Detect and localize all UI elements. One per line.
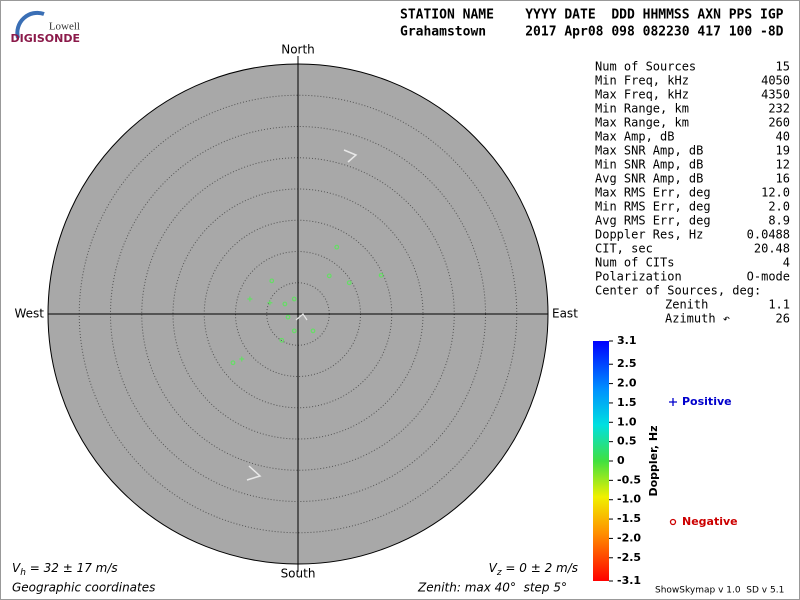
colorbar-tick-label: 2.0 bbox=[617, 377, 637, 390]
plot: North South West East bbox=[14, 43, 578, 581]
center-label: Azimuth ↶ bbox=[665, 312, 730, 326]
vz: Vz = 0 ± 2 m/s bbox=[489, 561, 578, 578]
stat-value: 4350 bbox=[761, 88, 790, 102]
stat-value: 260 bbox=[768, 116, 790, 130]
legend-marker bbox=[669, 398, 677, 406]
source-negative bbox=[310, 328, 316, 334]
center-value: 1.1 bbox=[768, 298, 790, 312]
stat-value: 232 bbox=[768, 102, 790, 116]
stat-label: Max Amp, dB bbox=[595, 130, 674, 144]
stat-value: 4050 bbox=[761, 74, 790, 88]
velocity-arrow bbox=[343, 149, 358, 163]
stat-value: 12.0 bbox=[761, 186, 790, 200]
stat-value: 4 bbox=[783, 256, 790, 270]
legend: Positive Negative bbox=[669, 395, 738, 528]
logo-top: Lowell bbox=[49, 21, 80, 33]
source-negative bbox=[269, 278, 275, 284]
center-title: Center of Sources, deg: bbox=[595, 284, 761, 298]
velocity-arrow bbox=[295, 313, 308, 321]
zenith-note: Zenith: max 40° step 5° bbox=[417, 581, 567, 595]
vz-subscript: z bbox=[496, 568, 502, 578]
dir-west: West bbox=[14, 307, 44, 321]
source-positive bbox=[247, 296, 253, 302]
stat-value: 0.0488 bbox=[747, 228, 790, 242]
dir-south: South bbox=[281, 567, 316, 581]
header-labels: STATION NAME YYYY DATE DDD HHMMSS AXN PP… bbox=[400, 8, 784, 23]
legend-marker bbox=[669, 518, 677, 526]
stat-value: 8.9 bbox=[768, 214, 790, 228]
colorbar-tick-label: -2.5 bbox=[617, 551, 641, 564]
stat-label: Num of CITs bbox=[595, 256, 674, 270]
stat-label: Min SNR Amp, dB bbox=[595, 158, 703, 172]
colorbar-tick-label: -2.0 bbox=[617, 531, 641, 544]
colorbar-tick-label: -0.5 bbox=[617, 473, 641, 486]
colorbar-tick-label: -1.0 bbox=[617, 493, 641, 506]
legend-label: Positive bbox=[682, 395, 732, 408]
stat-value: 40 bbox=[776, 130, 790, 144]
source-negative bbox=[279, 337, 285, 343]
source-positive bbox=[239, 356, 245, 362]
source-negative bbox=[291, 296, 297, 302]
stat-label: Max RMS Err, deg bbox=[595, 186, 711, 200]
vz-symbol: V bbox=[489, 561, 498, 575]
stats: Num of Sources 15 Min Freq, kHz 4050 Max Fre… bbox=[595, 60, 790, 326]
colorbar-tick-label: -1.5 bbox=[617, 512, 641, 525]
source-negative bbox=[230, 360, 236, 366]
source-negative bbox=[378, 272, 384, 278]
source-negative bbox=[291, 328, 297, 334]
stat-value: 20.48 bbox=[754, 242, 790, 256]
stat-label: CIT, sec bbox=[595, 242, 653, 256]
center-label: Zenith bbox=[665, 298, 708, 312]
source-positive bbox=[267, 300, 273, 306]
coordinates: Geographic coordinates bbox=[12, 581, 155, 595]
stat-value: 16 bbox=[776, 172, 790, 186]
stat-value: 15 bbox=[776, 60, 790, 74]
source-negative bbox=[326, 273, 332, 279]
velocity-arrow bbox=[246, 465, 262, 481]
source-negative bbox=[334, 244, 340, 250]
legend-label: Negative bbox=[682, 515, 738, 528]
stat-value: 2.0 bbox=[768, 200, 790, 214]
source-negative bbox=[346, 280, 352, 286]
stat-label: Max SNR Amp, dB bbox=[595, 144, 703, 158]
source-negative bbox=[282, 301, 288, 307]
stat-label: Min Range, km bbox=[595, 102, 689, 116]
vh: Vh = 32 ± 17 m/s bbox=[12, 561, 118, 578]
colorbar-tick-label: 0.5 bbox=[617, 435, 637, 448]
stat-value: 12 bbox=[776, 158, 790, 172]
source-negative bbox=[285, 314, 291, 320]
center-value: 26 bbox=[776, 312, 790, 326]
stat-label: Min Freq, kHz bbox=[595, 74, 689, 88]
logo-bottom: DIGISONDE bbox=[11, 32, 80, 45]
colorbar-tick-label: 0 bbox=[617, 454, 625, 467]
colorbar-tick-label: 2.5 bbox=[617, 357, 637, 370]
colorbar-tick-label: 1.5 bbox=[617, 396, 637, 409]
stat-label: Max Freq, kHz bbox=[595, 88, 689, 102]
colorbar-axis: 3.1 2.5 2.0 1.5 1.0 0.5 0 -0.5 -1.0 -1.5 -2.0 -2.5 -… bbox=[609, 334, 641, 587]
stat-label: Avg SNR Amp, dB bbox=[595, 172, 703, 186]
colorbar bbox=[593, 341, 609, 581]
dir-east: East bbox=[552, 307, 578, 321]
stat-label: Avg RMS Err, deg bbox=[595, 214, 711, 228]
dir-north: North bbox=[281, 43, 315, 57]
logo-swoosh bbox=[15, 10, 45, 39]
vz-text: = 0 ± 2 m/s bbox=[502, 561, 578, 575]
colorbar-tick-label: -3.1 bbox=[617, 574, 641, 587]
stat-value: O-mode bbox=[747, 270, 790, 284]
stat-label: Num of Sources bbox=[595, 60, 696, 74]
colorbar-label: Doppler, Hz bbox=[647, 425, 660, 496]
stat-label: Polarization bbox=[595, 270, 682, 284]
vh-subscript: h bbox=[20, 568, 26, 578]
version: ShowSkymap v 1.0 SD v 5.1 bbox=[655, 586, 784, 596]
stat-label: Max Range, km bbox=[595, 116, 689, 130]
vh-text: = 32 ± 17 m/s bbox=[26, 561, 118, 575]
stat-label: Doppler Res, Hz bbox=[595, 228, 703, 242]
stat-label: Min RMS Err, deg bbox=[595, 200, 711, 214]
colorbar-tick-label: 3.1 bbox=[617, 334, 637, 347]
stat-value: 19 bbox=[776, 144, 790, 158]
header-values: Grahamstown 2017 Apr08 098 082230 417 10… bbox=[400, 25, 784, 40]
colorbar-tick-label: 1.0 bbox=[617, 415, 637, 428]
vh-symbol: V bbox=[12, 561, 21, 575]
